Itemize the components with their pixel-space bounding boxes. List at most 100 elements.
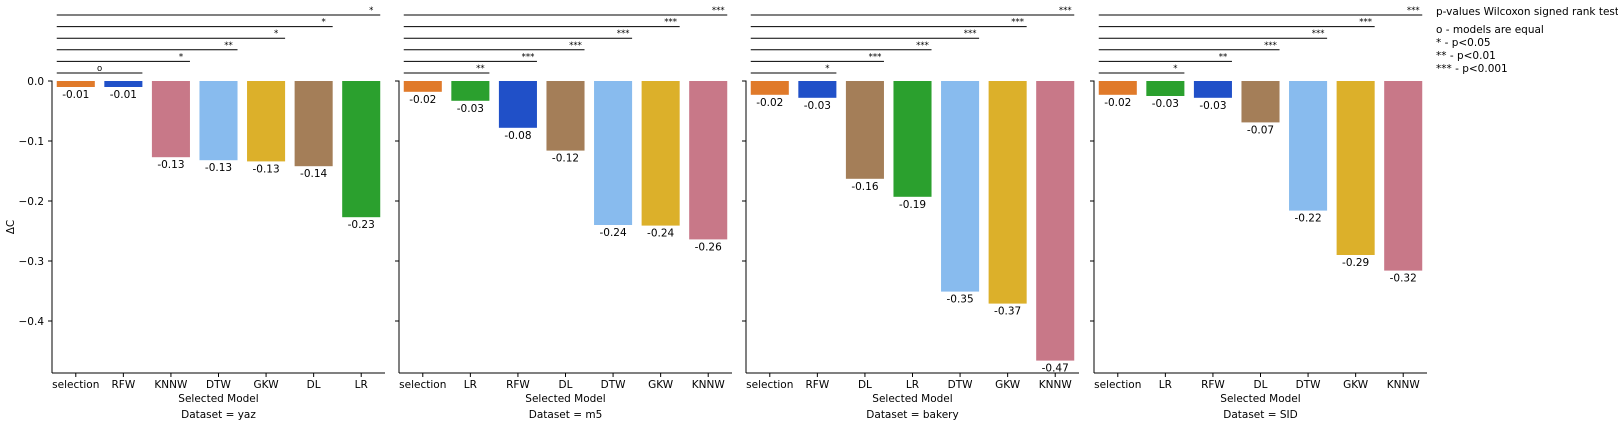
significance-mark: *** (617, 29, 630, 39)
significance-mark: *** (1407, 6, 1420, 16)
chart-panel-3: -0.02 selection -0.03 LR -0.03 RFW -0.07 DL -0.2… (1090, 6, 1427, 421)
bar-value-label: -0.16 (851, 181, 878, 193)
x-tick-label: KNNW (692, 379, 726, 391)
significance-mark: *** (569, 41, 582, 51)
significance-mark: *** (916, 41, 929, 51)
significance-mark: *** (1359, 18, 1372, 28)
bar-value-label: -0.47 (1042, 363, 1069, 375)
bar-lr (1146, 81, 1185, 96)
bar-dl (294, 81, 333, 167)
significance-mark: *** (1264, 41, 1277, 51)
x-tick-label: RFW (506, 379, 530, 391)
dataset-label: Dataset = m5 (529, 409, 603, 421)
significance-mark: * (369, 6, 373, 16)
significance-mark: *** (522, 52, 535, 62)
dataset-label: Dataset = bakery (866, 409, 958, 421)
chart-panel-1: -0.02 selection -0.03 LR -0.08 RFW -0.12 DL -0.2… (395, 6, 732, 421)
bar-value-label: -0.32 (1390, 273, 1417, 285)
x-tick-label: GKW (995, 379, 1021, 391)
significance-mark: ** (1219, 52, 1228, 62)
significance-mark: * (179, 52, 183, 62)
x-axis-label: Selected Model (1220, 393, 1300, 405)
bar-value-label: -0.08 (504, 130, 531, 142)
bar-value-label: -0.03 (1152, 98, 1179, 110)
bar-value-label: -0.12 (552, 153, 579, 165)
x-tick-label: GKW (1343, 379, 1369, 391)
bar-gkw (1336, 81, 1375, 255)
x-tick-label: DTW (948, 379, 973, 391)
significance-mark: o (97, 64, 102, 74)
y-tick-label: −0.3 (19, 256, 45, 268)
bar-value-label: -0.24 (647, 228, 674, 240)
significance-mark: *** (964, 29, 977, 39)
bar-value-label: -0.13 (157, 159, 184, 171)
x-tick-label: DTW (1296, 379, 1321, 391)
significance-mark: *** (1059, 6, 1072, 16)
bar-rfw (798, 81, 837, 98)
legend-line-equal: o - models are equal (1436, 24, 1544, 36)
x-tick-label: selection (399, 379, 446, 391)
significance-mark: * (274, 29, 278, 39)
bar-value-label: -0.02 (1104, 97, 1131, 109)
x-tick-label: DL (1254, 379, 1268, 391)
bar-selection (56, 81, 95, 87)
legend-line-p001: *** - p<0.001 (1436, 63, 1508, 75)
significance-mark: ** (476, 64, 485, 74)
significance-mark: * (322, 18, 326, 28)
bar-dtw (594, 81, 633, 225)
x-axis-label: Selected Model (525, 393, 605, 405)
x-tick-label: LR (355, 379, 368, 391)
bar-value-label: -0.26 (695, 241, 722, 253)
x-tick-label: DTW (206, 379, 231, 391)
bar-value-label: -0.07 (1247, 124, 1274, 136)
significance-mark: * (1173, 64, 1177, 74)
x-tick-label: LR (906, 379, 919, 391)
x-tick-label: GKW (254, 379, 280, 391)
bar-lr (451, 81, 490, 101)
significance-mark: *** (664, 18, 677, 28)
legend-line-p01: ** - p<0.01 (1436, 50, 1496, 62)
x-tick-label: selection (746, 379, 793, 391)
x-tick-label: selection (52, 379, 99, 391)
x-tick-label: RFW (1201, 379, 1225, 391)
x-tick-label: DL (559, 379, 573, 391)
bar-value-label: -0.03 (804, 100, 831, 112)
y-tick-label: −0.2 (19, 196, 45, 208)
bar-gkw (988, 81, 1027, 304)
x-axis-label: Selected Model (178, 393, 258, 405)
bar-value-label: -0.13 (205, 162, 232, 174)
y-tick-label: −0.4 (19, 316, 45, 328)
bar-lr (893, 81, 932, 197)
x-tick-label: selection (1094, 379, 1141, 391)
bar-dl (546, 81, 585, 151)
chart-panel-2: -0.02 selection -0.03 RFW -0.16 DL -0.19 LR -0.3… (742, 6, 1079, 421)
x-tick-label: GKW (648, 379, 674, 391)
x-tick-label: RFW (805, 379, 829, 391)
bar-gkw (247, 81, 286, 162)
significance-mark: *** (1011, 18, 1024, 28)
bar-selection (750, 81, 789, 95)
x-tick-label: KNNW (1387, 379, 1421, 391)
bar-value-label: -0.01 (62, 89, 89, 101)
x-tick-label: DL (307, 379, 321, 391)
bar-knnw (1036, 81, 1075, 361)
bar-knnw (1384, 81, 1423, 271)
x-tick-label: KNNW (154, 379, 188, 391)
bar-knnw (689, 81, 728, 240)
bar-value-label: -0.02 (756, 97, 783, 109)
bar-selection (1098, 81, 1137, 95)
bar-lr (342, 81, 381, 218)
bar-rfw (1193, 81, 1232, 98)
bar-knnw (151, 81, 190, 158)
x-tick-label: DTW (601, 379, 626, 391)
bar-dl (1241, 81, 1280, 123)
chart-panels: 0.0 −0.1 −0.2 −0.3 −0.4 ΔC -0.01 selection -0.01… (5, 6, 1427, 421)
bar-value-label: -0.37 (994, 306, 1021, 318)
bar-value-label: -0.14 (300, 168, 327, 180)
bar-value-label: -0.02 (409, 94, 436, 106)
bar-dtw (941, 81, 980, 292)
dataset-label: Dataset = yaz (181, 409, 256, 421)
bar-value-label: -0.24 (599, 227, 626, 239)
bar-value-label: -0.13 (252, 163, 279, 175)
